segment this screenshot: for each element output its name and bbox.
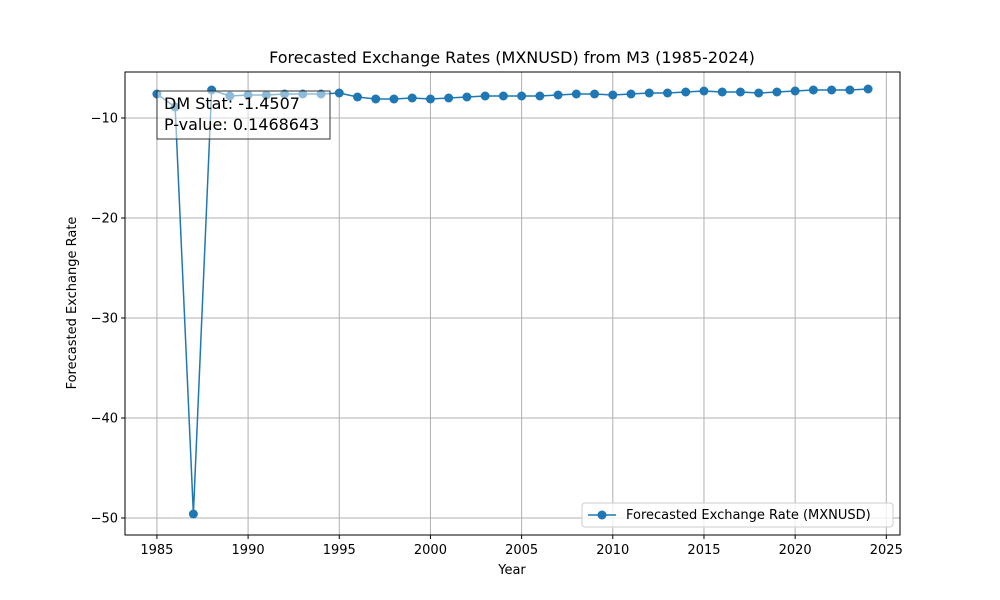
y-tick-label: −40 <box>91 412 118 427</box>
x-tick-label: 1990 <box>232 543 265 558</box>
data-point <box>808 85 818 95</box>
y-tick-label: −50 <box>91 512 118 527</box>
data-point <box>407 93 417 103</box>
data-point <box>735 87 745 97</box>
y-axis-ticks: −50 −40 −30 −20 −10 <box>91 112 125 527</box>
data-point <box>444 93 454 103</box>
data-point <box>425 94 435 104</box>
chart-title: Forecasted Exchange Rates (MXNUSD) from … <box>269 48 755 67</box>
p-value-label: P-value: 0.1468643 <box>164 115 319 134</box>
legend: Forecasted Exchange Rate (MXNUSD) <box>581 502 894 528</box>
data-point <box>644 88 654 98</box>
data-point <box>790 86 800 96</box>
data-point <box>517 91 527 101</box>
data-point <box>571 89 581 99</box>
data-point <box>827 85 837 95</box>
data-point <box>535 91 545 101</box>
x-tick-label: 1995 <box>323 543 356 558</box>
y-tick-label: −10 <box>91 112 118 127</box>
data-point <box>772 87 782 97</box>
data-point <box>498 91 508 101</box>
y-tick-label: −20 <box>91 212 118 227</box>
data-point <box>663 88 672 98</box>
annotation-box <box>156 90 331 140</box>
data-point <box>480 91 490 101</box>
data-point <box>863 84 873 94</box>
legend-marker-swatch <box>597 510 607 520</box>
x-axis-label: Year <box>497 563 526 578</box>
data-point <box>188 509 198 519</box>
data-point <box>462 92 472 102</box>
x-axis-ticks: 1985 1990 1995 2000 2005 2010 2015 2020 2025 <box>140 535 903 558</box>
x-tick-label: 2010 <box>596 543 629 558</box>
x-tick-label: 1985 <box>140 543 173 558</box>
x-tick-label: 2020 <box>779 543 812 558</box>
plot-frame <box>124 71 901 536</box>
data-point <box>608 90 618 100</box>
data-point <box>845 85 855 95</box>
x-tick-label: 2000 <box>414 543 447 558</box>
data-point <box>353 92 362 102</box>
data-point <box>754 88 764 98</box>
legend-box <box>581 502 894 528</box>
y-axis-label: Forecasted Exchange Rate <box>65 217 80 390</box>
x-tick-label: 2015 <box>687 543 720 558</box>
data-point <box>334 88 344 98</box>
x-tick-label: 2005 <box>505 543 538 558</box>
data-point <box>626 89 636 99</box>
data-point <box>553 90 563 100</box>
data-point <box>371 94 381 104</box>
data-point <box>590 89 600 99</box>
data-point <box>699 86 709 96</box>
legend-label: Forecasted Exchange Rate (MXNUSD) <box>626 508 871 523</box>
data-point <box>717 87 727 97</box>
dm-stat-label: DM Stat: -1.4507 <box>164 94 300 113</box>
stats-annotation: DM Stat: -1.4507 P-value: 0.1468643 <box>156 90 331 140</box>
x-tick-label: 2025 <box>870 543 903 558</box>
data-point <box>389 94 399 104</box>
y-tick-label: −30 <box>91 312 118 327</box>
data-point <box>681 87 691 97</box>
